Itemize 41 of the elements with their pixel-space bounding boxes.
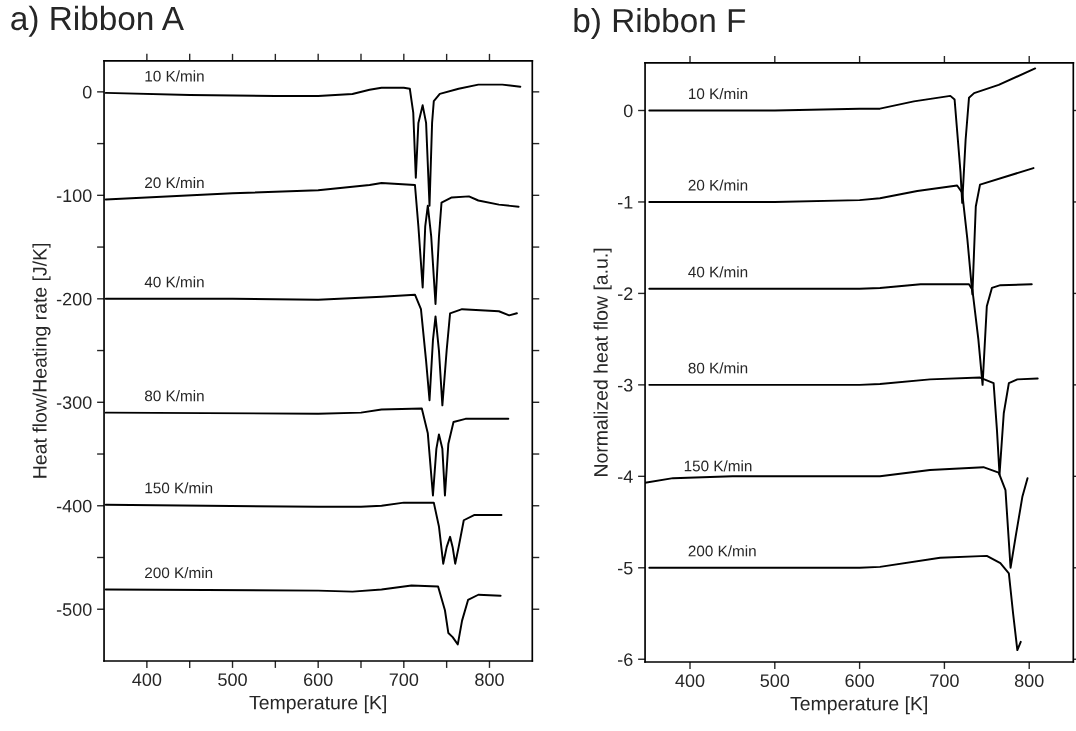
y-tick-label: -100 bbox=[56, 189, 92, 203]
x-tick-label: 700 bbox=[930, 674, 959, 688]
y-tick-label: -6 bbox=[618, 653, 633, 666]
x-tick-label: 600 bbox=[304, 673, 333, 687]
series-label: 10 K/min bbox=[145, 70, 204, 82]
y-tick-label: -1 bbox=[618, 196, 633, 209]
series-label: 20 K/min bbox=[688, 179, 748, 191]
x-axis-title: Temperature [K] bbox=[790, 696, 927, 715]
series-label: 40 K/min bbox=[144, 276, 204, 288]
y-tick-label: -3 bbox=[618, 378, 633, 392]
x-tick-label: 600 bbox=[845, 674, 874, 688]
series-label: 200 K/min bbox=[688, 545, 756, 557]
series-label: 40 K/min bbox=[688, 266, 748, 278]
y-tick-label: 0 bbox=[623, 104, 633, 118]
x-tick-label: 400 bbox=[675, 674, 705, 688]
y-tick-label: -500 bbox=[56, 603, 92, 616]
chart-title: b) Ribbon F bbox=[574, 7, 746, 39]
series-label: 150 K/min bbox=[145, 482, 213, 494]
series-label: 80 K/min bbox=[144, 390, 204, 402]
series-label: 20 K/min bbox=[145, 176, 204, 189]
x-tick-label: 700 bbox=[389, 673, 419, 687]
series-label: 80 K/min bbox=[688, 362, 748, 374]
y-tick-label: -2 bbox=[618, 287, 633, 300]
y-tick-label: -300 bbox=[56, 396, 92, 409]
y-tick-label: -200 bbox=[56, 292, 92, 306]
y-axis-title: Normalized heat flow [a.u.] bbox=[593, 248, 612, 476]
x-tick-label: 500 bbox=[218, 673, 247, 687]
x-tick-label: 400 bbox=[132, 673, 162, 687]
x-tick-label: 800 bbox=[475, 673, 504, 687]
y-tick-label: -4 bbox=[618, 470, 633, 483]
series-label: 150 K/min bbox=[684, 460, 752, 472]
chart-title: a) Ribbon A bbox=[11, 5, 184, 37]
y-tick-label: 0 bbox=[82, 85, 92, 99]
series-label: 200 K/min bbox=[145, 567, 213, 579]
x-tick-label: 800 bbox=[1014, 674, 1044, 688]
x-axis-title: Temperature [K] bbox=[249, 695, 386, 714]
x-tick-label: 500 bbox=[760, 674, 790, 688]
y-axis-title: Heat flow/Heating rate [J/K] bbox=[32, 243, 51, 478]
y-tick-label: -5 bbox=[618, 561, 633, 575]
y-tick-label: -400 bbox=[56, 499, 92, 513]
series-label: 10 K/min bbox=[689, 87, 748, 100]
